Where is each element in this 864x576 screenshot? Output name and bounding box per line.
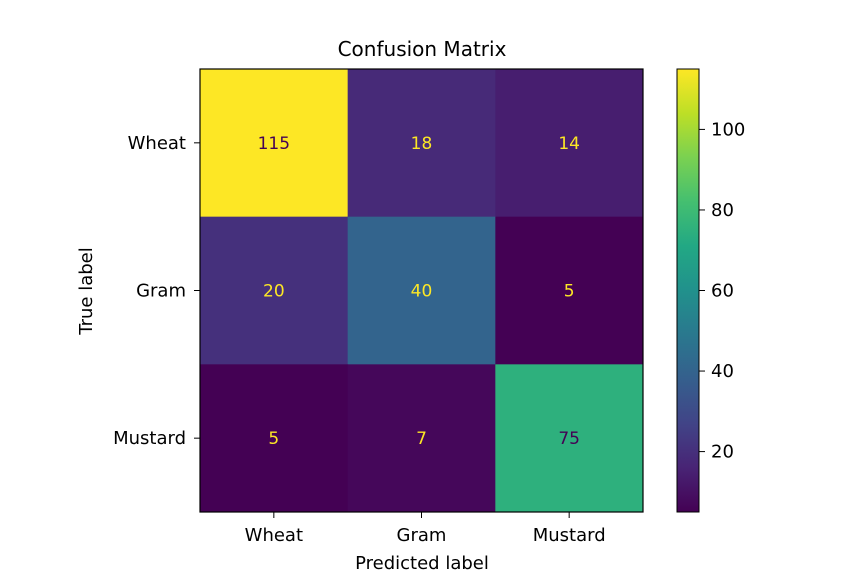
heatmap-cell (200, 69, 349, 218)
cell-value-label: 75 (558, 429, 580, 449)
x-tick-label: Wheat (245, 525, 303, 546)
heatmap-cell (347, 69, 496, 218)
colorbar-tick-label: 100 (711, 119, 745, 140)
cell-value-label: 20 (263, 282, 285, 302)
cell-value-label: 7 (416, 429, 427, 449)
cell-value-label: 5 (268, 429, 279, 449)
x-axis-label: Predicted label (355, 553, 489, 574)
cell-value-label: 40 (411, 282, 433, 302)
heatmap-cell (495, 69, 644, 218)
chart-title: Confusion Matrix (338, 37, 507, 61)
x-tick-label: Mustard (533, 525, 606, 546)
heatmap-cell (200, 364, 349, 513)
y-axis-label: True label (76, 247, 97, 336)
heatmap-cell (495, 364, 644, 513)
x-axis-ticks: Wheat Gram Mustard (245, 512, 606, 546)
colorbar-tick-label: 40 (711, 361, 734, 382)
heatmap-cell (200, 216, 349, 365)
y-tick-label: Gram (136, 281, 186, 302)
y-axis-ticks: Wheat Gram Mustard (113, 133, 200, 449)
heatmap-cell (347, 216, 496, 365)
heatmap-cell (347, 364, 496, 513)
cell-value-label: 5 (564, 282, 575, 302)
heatmap-cells (200, 69, 644, 513)
x-tick-label: Gram (397, 525, 447, 546)
y-tick-label: Mustard (113, 428, 186, 449)
colorbar-tick-label: 80 (711, 200, 734, 221)
heatmap-cell-labels: 115 18 14 20 40 5 5 7 75 (258, 134, 580, 449)
colorbar (676, 68, 700, 513)
cell-value-label: 18 (411, 134, 433, 154)
colorbar-ticks: 20 40 60 80 100 (699, 119, 745, 463)
colorbar-tick-label: 60 (711, 281, 734, 302)
cell-value-label: 14 (558, 134, 580, 154)
y-tick-label: Wheat (128, 133, 186, 154)
colorbar-tick-label: 20 (711, 442, 734, 463)
cell-value-label: 115 (258, 134, 290, 154)
heatmap-cell (495, 216, 644, 365)
